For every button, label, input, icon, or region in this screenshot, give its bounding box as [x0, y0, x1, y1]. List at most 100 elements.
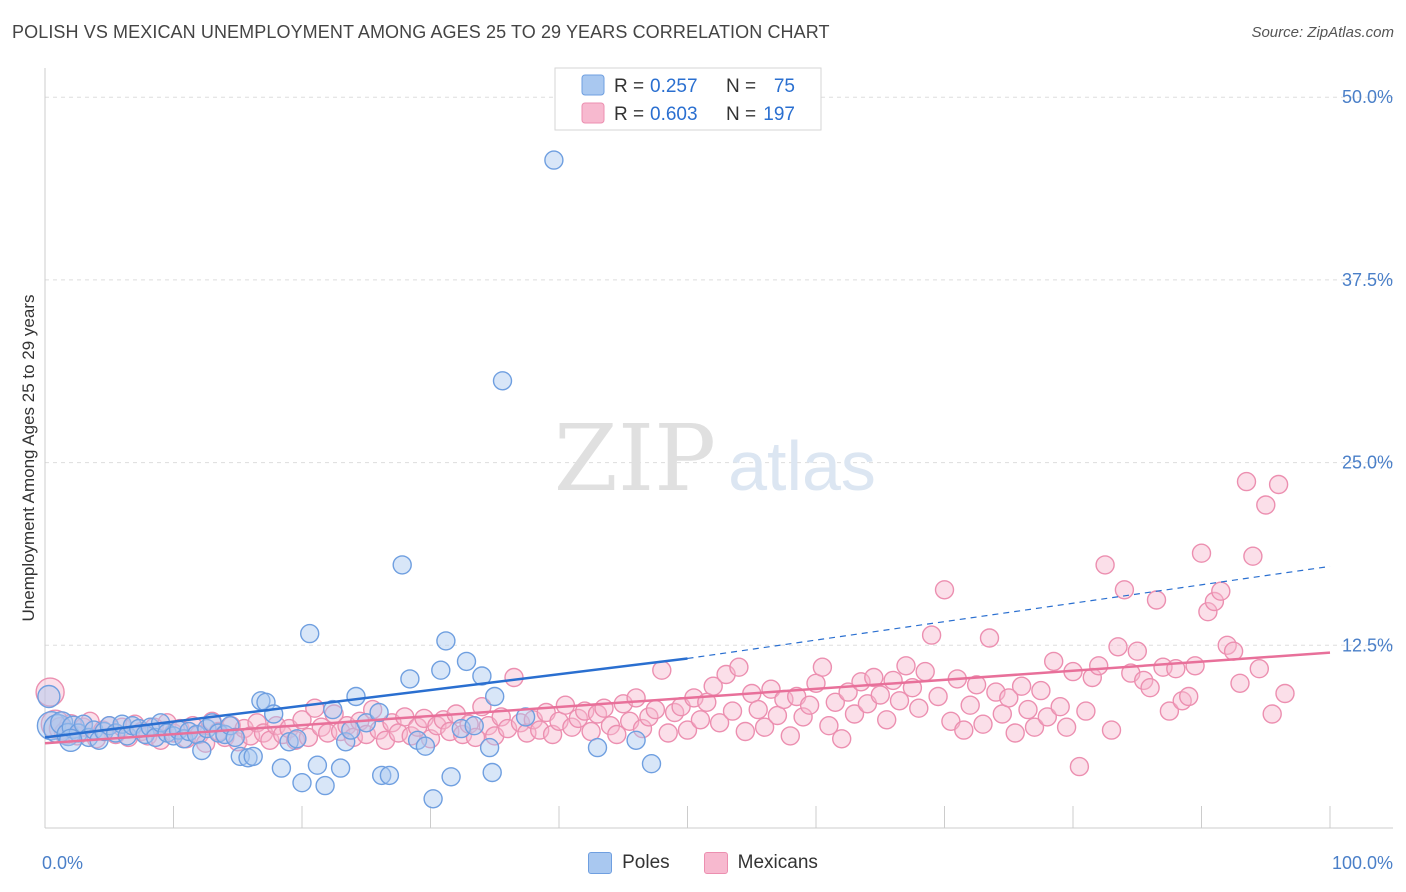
legend-n-label-poles: N =	[726, 76, 756, 97]
mexicans-point	[677, 720, 698, 740]
mexicans-point	[1101, 720, 1122, 740]
poles-trend-line	[44, 657, 688, 739]
x-tick-label-min: 0.0%	[42, 853, 83, 873]
mexicans-point	[1037, 707, 1058, 727]
legend-n-value-mexicans: 197	[763, 104, 795, 125]
poles-point	[479, 737, 500, 758]
poles-point	[400, 669, 420, 689]
poles-point	[626, 730, 646, 750]
legend-n-label-mexicans: N =	[726, 104, 756, 125]
mexicans-point	[921, 625, 942, 645]
legend-entry-mexicans: Mexicans	[703, 852, 818, 874]
poles-point	[225, 727, 245, 748]
mexicans-point	[1211, 581, 1231, 601]
mexicans-point	[1069, 756, 1090, 777]
mexicans-point	[1185, 656, 1205, 676]
mexicans-point	[761, 679, 781, 699]
poles-point	[587, 737, 608, 758]
mexicans-point	[1114, 580, 1135, 600]
mexicans-point	[1140, 678, 1160, 698]
poles-point	[641, 754, 662, 774]
mexicans-point	[1204, 591, 1225, 612]
mexicans-point	[658, 723, 678, 743]
mexicans-point	[735, 721, 755, 742]
mexicans-point	[825, 692, 845, 712]
mexicans-point	[504, 667, 524, 688]
legend-swatch-poles-bottom	[588, 852, 613, 874]
legend-swatch-poles	[581, 74, 605, 96]
mexicans-point	[1056, 717, 1077, 737]
poles-point	[431, 660, 451, 680]
mexicans-point	[1018, 699, 1038, 720]
chart-title: POLISH VS MEXICAN UNEMPLOYMENT AMONG AGE…	[12, 22, 830, 42]
poles-point	[315, 775, 335, 796]
mexicans-point	[1050, 697, 1070, 717]
mexicans-point	[709, 713, 730, 733]
mexicans-point	[1127, 641, 1148, 661]
mexicans-point	[973, 714, 993, 734]
mexicans-point	[1133, 670, 1154, 691]
x-ticks	[173, 806, 1331, 828]
mexicans-point	[767, 705, 788, 726]
y-tick-label: 25.0%	[1342, 453, 1393, 473]
poles-point	[482, 762, 502, 783]
legend-r-value-mexicans: 0.603	[650, 104, 698, 125]
mexicans-point	[722, 701, 743, 721]
mexicans-point	[35, 677, 65, 707]
mexicans-point	[896, 656, 916, 676]
mexicans-point	[645, 699, 666, 720]
y-tick-labels: 12.5% 25.0% 37.5% 50.0%	[1342, 87, 1393, 655]
poles-point	[472, 666, 492, 686]
mexicans-point	[883, 670, 903, 691]
poles-point	[292, 773, 312, 793]
poles-point	[379, 765, 400, 786]
x-tick-label-max: 100.0%	[1332, 853, 1393, 873]
legend-label-mexicans: Mexicans	[737, 852, 818, 873]
poles-point	[192, 740, 212, 761]
poles-point	[37, 684, 61, 709]
poles-series	[36, 150, 662, 809]
mexicans-point	[639, 707, 659, 727]
mexicans-point	[1236, 471, 1257, 492]
mexicans-point	[1159, 701, 1180, 721]
mexicans-point	[1243, 546, 1263, 566]
mexicans-point	[690, 710, 711, 730]
mexicans-point	[581, 721, 601, 742]
mexicans-point	[754, 717, 775, 737]
poles-point	[356, 713, 376, 733]
legend-swatch-mexicans-bottom	[703, 852, 728, 874]
legend-r-label-mexicans: R =	[614, 104, 644, 125]
mexicans-point	[1043, 651, 1064, 672]
mexicans-point	[870, 685, 890, 705]
mexicans-point	[1256, 495, 1276, 515]
source-attribution: Source: ZipAtlas.com	[1251, 24, 1394, 41]
mexicans-point	[1108, 637, 1128, 657]
mexicans-point	[954, 720, 974, 740]
poles-point	[464, 716, 484, 736]
poles-point	[323, 699, 343, 720]
mexicans-point	[594, 698, 614, 718]
watermark-zip: ZIP	[554, 405, 716, 512]
mexicans-point	[909, 698, 929, 718]
poles-point	[436, 631, 456, 651]
mexicans-point	[844, 704, 865, 724]
poles-point	[492, 371, 513, 391]
mexicans-point	[864, 667, 884, 688]
legend-box: R = 0.257 N = 75 R = 0.603 N = 197	[554, 67, 822, 131]
mexicans-point	[1024, 717, 1045, 737]
mexicans-point	[889, 691, 910, 711]
legend-r-value-poles: 0.257	[650, 76, 698, 97]
mexicans-point	[877, 710, 897, 730]
poles-trend-line-extension	[687, 565, 1331, 660]
poles-point	[372, 765, 392, 786]
poles-point	[243, 746, 263, 767]
mexicans-point	[1088, 656, 1109, 676]
mexicans-point	[1005, 723, 1025, 743]
y-axis-label: Unemployment Among Ages 25 to 29 years	[19, 295, 38, 622]
mexicans-point	[934, 580, 955, 600]
mexicans-point	[999, 688, 1019, 708]
legend-swatch-mexicans	[581, 102, 605, 124]
mexicans-point	[568, 708, 588, 729]
y-tick-label: 37.5%	[1342, 270, 1393, 290]
